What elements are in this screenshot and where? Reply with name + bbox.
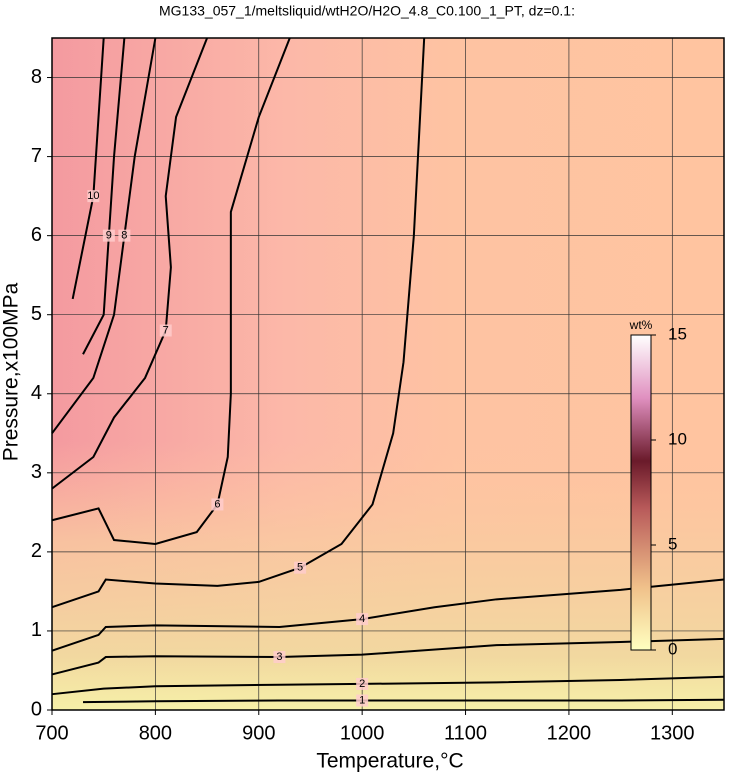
contour-line (51, 37, 157, 434)
contour-label-bg (273, 651, 286, 664)
y-axis-label: Pressure,x100MPa (0, 282, 23, 461)
x-tick-label: 1300 (650, 722, 695, 744)
y-tick-label: 6 (31, 224, 42, 246)
contour-label-bg (118, 229, 131, 242)
contour-label: 9 (106, 230, 112, 242)
colorbar-tick-label: 5 (668, 534, 677, 553)
x-tick-label: 1200 (547, 722, 592, 744)
y-tick-label: 2 (31, 540, 42, 562)
contour-label-bg (159, 324, 172, 337)
x-tick-label: 1100 (444, 722, 487, 744)
x-tick-label: 800 (139, 722, 172, 744)
y-tick-label: 0 (31, 698, 42, 720)
y-tick-label: 4 (31, 382, 42, 404)
colorbar-tick-label: 15 (668, 324, 687, 343)
contour-label-bg (356, 613, 369, 626)
contour-label: 6 (214, 498, 220, 510)
x-tick-label: 1000 (340, 722, 385, 744)
y-tick-label: 3 (31, 461, 42, 483)
contour-label: 7 (163, 324, 169, 336)
y-tick-label: 7 (31, 145, 42, 167)
plot-shade (52, 38, 724, 710)
colorbar-title: wt% (629, 318, 653, 332)
colorbar-tick-label: 0 (668, 639, 677, 658)
contour-label: 2 (359, 678, 365, 690)
plot-frame (51, 37, 725, 711)
contour-label-bg (102, 229, 115, 242)
colorbar-tick-label: 10 (668, 429, 687, 448)
contour-label: 5 (297, 562, 303, 574)
contour-label-bg (294, 561, 307, 574)
contour-label: 8 (121, 230, 127, 242)
y-tick-label: 5 (31, 303, 42, 325)
contour-label-bg (356, 677, 369, 690)
x-axis-label: Temperature,°C (316, 750, 463, 773)
chart-title: MG133_057_1/meltsliquid/wtH2O/H2O_4.8_C0… (159, 3, 575, 19)
x-tick-label: 900 (242, 722, 275, 744)
contour-label-bg (211, 498, 224, 511)
contour-label-bg (356, 694, 369, 707)
contour-line (51, 578, 725, 652)
contour-label: 4 (359, 613, 365, 625)
contour-label: 1 (359, 694, 365, 706)
x-tick-label: 700 (35, 722, 68, 744)
contour-line (51, 675, 725, 696)
contour-label-bg (87, 190, 100, 203)
contour-label: 3 (276, 651, 282, 663)
contour-label: 10 (87, 190, 99, 202)
y-tick-label: 1 (31, 619, 42, 641)
y-tick-label: 8 (31, 66, 42, 88)
colorbar (630, 334, 652, 651)
